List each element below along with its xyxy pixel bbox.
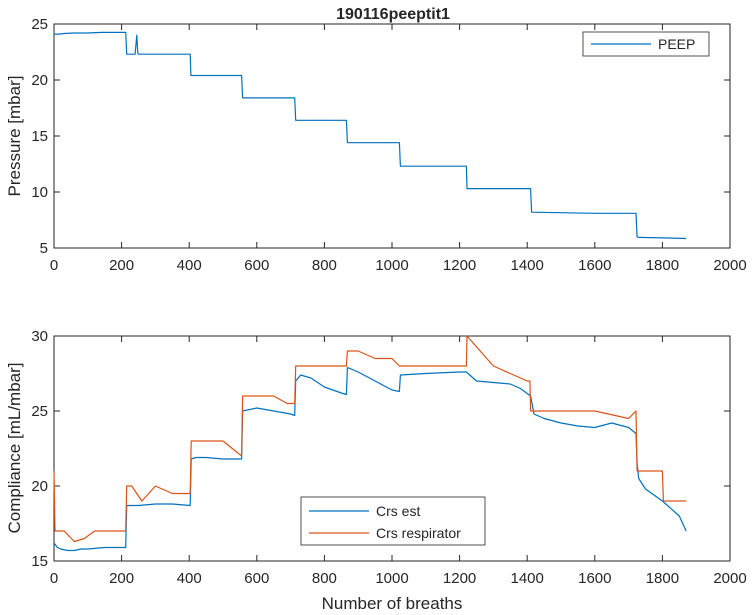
compliance-x-tick-label: 200 — [109, 570, 134, 587]
compliance-x-tick-label: 0 — [50, 570, 58, 587]
pressure-y-tick-label: 15 — [31, 128, 48, 145]
pressure-axis-ticks: 0 200 400 600 800 1000 1200 1400 1600 1800 2000 5 10… — [31, 16, 746, 274]
pressure-x-tick-label: 200 — [109, 257, 134, 274]
pressure-series-group — [54, 31, 687, 240]
compliance-x-tick-label: 800 — [312, 570, 337, 587]
pressure-x-tick-label: 1400 — [511, 257, 544, 274]
pressure-x-tick-label: 1000 — [375, 257, 408, 274]
compliance-axis-ticks: 0 200 400 600 800 1000 1200 1400 1600 1800 2000 15 2… — [31, 328, 746, 587]
pressure-x-tick-label: 1800 — [646, 257, 679, 274]
compliance-y-axis-label: Compliance [mL/mbar] — [5, 362, 24, 533]
pressure-y-tick-label: 25 — [31, 16, 48, 33]
legend-label-crs-est: Crs est — [376, 503, 420, 519]
compliance-y-tick-label: 15 — [31, 553, 48, 570]
compliance-x-tick-label: 1200 — [443, 570, 476, 587]
pressure-x-tick-label: 0 — [50, 257, 58, 274]
compliance-x-tick-label: 1400 — [511, 570, 544, 587]
compliance-x-axis-label: Number of breaths — [322, 594, 463, 613]
compliance-x-tick-label: 2000 — [713, 570, 746, 587]
compliance-y-tick-label: 20 — [31, 478, 48, 495]
legend-label-peep: PEEP — [658, 36, 695, 52]
pressure-y-tick-label: 5 — [40, 240, 48, 257]
pressure-y-axis-label: Pressure [mbar] — [5, 76, 24, 197]
pressure-plot: 0 200 400 600 800 1000 1200 1400 1600 1800 2000 5 10… — [5, 16, 747, 274]
compliance-y-tick-label: 25 — [31, 403, 48, 420]
pressure-legend: PEEP — [582, 31, 710, 57]
pressure-x-tick-label: 800 — [312, 257, 337, 274]
pressure-x-tick-label: 1600 — [578, 257, 611, 274]
series-line-peep — [54, 31, 687, 240]
legend-label-crs-respirator: Crs respirator — [376, 525, 461, 541]
compliance-x-tick-label: 600 — [244, 570, 269, 587]
compliance-x-tick-label: 1000 — [375, 570, 408, 587]
pressure-x-tick-label: 2000 — [713, 257, 746, 274]
pressure-y-tick-label: 10 — [31, 184, 48, 201]
compliance-legend: Crs est Crs respirator — [300, 496, 486, 546]
pressure-y-tick-label: 20 — [31, 72, 48, 89]
pressure-plot-frame — [53, 23, 731, 249]
chart-title: 190116peeptit1 — [336, 6, 450, 23]
compliance-plot: 0 200 400 600 800 1000 1200 1400 1600 1800 2000 15 2… — [5, 328, 747, 613]
series-line-crs-respirator — [53, 335, 687, 543]
compliance-x-tick-label: 1800 — [646, 570, 679, 587]
compliance-series-group — [53, 335, 687, 552]
pressure-x-tick-label: 600 — [244, 257, 269, 274]
pressure-x-tick-label: 1200 — [443, 257, 476, 274]
pressure-x-tick-label: 400 — [177, 257, 202, 274]
series-line-crs-est — [53, 366, 687, 552]
compliance-x-tick-label: 400 — [177, 570, 202, 587]
compliance-y-tick-label: 30 — [31, 328, 48, 345]
compliance-x-tick-label: 1600 — [578, 570, 611, 587]
compliance-legend-box — [300, 496, 486, 546]
